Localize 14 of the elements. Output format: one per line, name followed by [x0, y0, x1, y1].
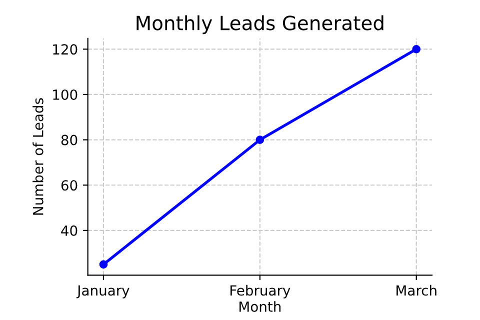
y-tick-label: 60	[61, 180, 78, 191]
x-tick-label: February	[230, 284, 290, 298]
point	[256, 136, 264, 144]
y-axis-title: Number of Leads	[32, 98, 44, 215]
chart-title: Monthly Leads Generated	[136, 15, 384, 34]
y-tick-label: 40	[61, 225, 78, 236]
y-tick-label: 80	[61, 134, 78, 146]
point	[99, 260, 108, 269]
y-tick-label: 120	[53, 44, 78, 55]
x-tick-label: March	[396, 284, 436, 296]
x-axis-title: Month	[240, 301, 281, 312]
x-tick-label: January	[76, 285, 130, 298]
point	[412, 44, 421, 54]
y-tick-label: 100	[53, 89, 78, 100]
